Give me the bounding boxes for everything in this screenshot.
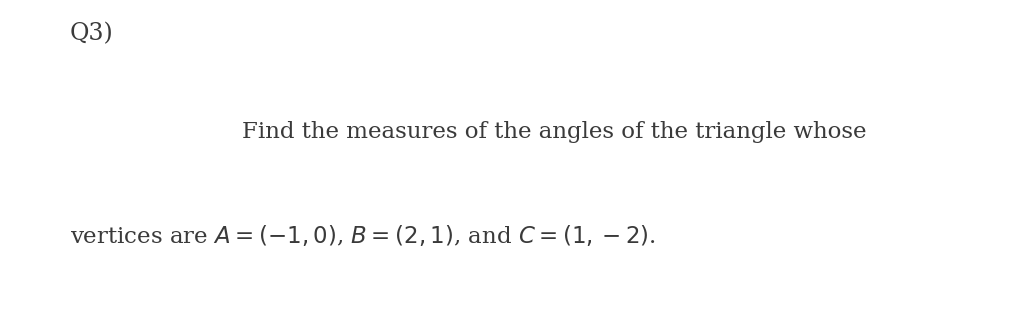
Text: vertices are $A = (-1, 0)$, $B = (2, 1)$, and $C = (1, -2)$.: vertices are $A = (-1, 0)$, $B = (2, 1)$…	[70, 223, 656, 248]
Text: Find the measures of the angles of the triangle whose: Find the measures of the angles of the t…	[242, 121, 866, 143]
Text: Q3): Q3)	[70, 22, 114, 45]
